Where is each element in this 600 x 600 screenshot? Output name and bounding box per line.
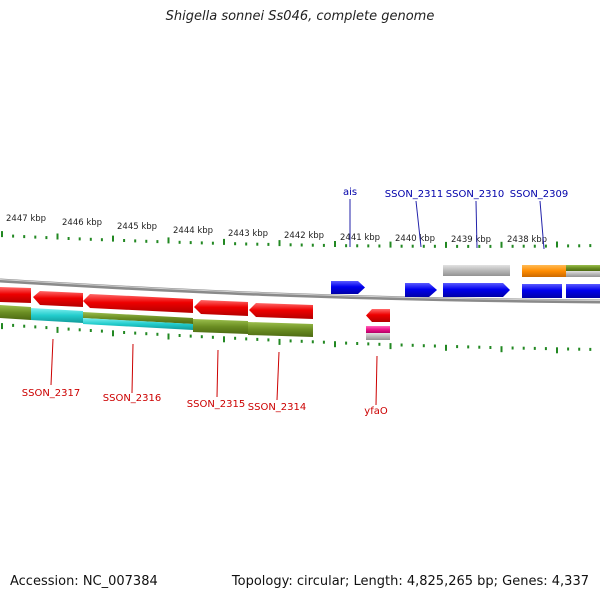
gene-label[interactable]: SSON_2315 <box>187 399 246 410</box>
genome-summary-text: Topology: circular; Length: 4,825,265 bp… <box>231 574 589 589</box>
genome-backbone-highlight <box>0 279 600 301</box>
outer-scale-ticks <box>1 231 592 248</box>
gene-yfaO[interactable] <box>366 309 390 322</box>
gene-label[interactable]: SSON_2310 <box>446 189 505 200</box>
scale-label: 2439 kbp <box>451 235 491 245</box>
scale-label: 2443 kbp <box>228 229 268 239</box>
gene-forward-right-edge[interactable] <box>566 284 600 298</box>
gene-label[interactable]: SSON_2309 <box>510 189 569 200</box>
gene-SSON_2310[interactable] <box>443 283 510 297</box>
scale-label: 2444 kbp <box>173 226 213 236</box>
olive-feature-band <box>0 305 31 320</box>
olive-feature-band <box>193 319 248 334</box>
scale-label: 2447 kbp <box>6 214 46 224</box>
cyan-feature-band <box>31 308 83 323</box>
inner-scale-ticks <box>1 323 592 354</box>
gene-reverse-left-edge[interactable] <box>0 287 31 303</box>
top-leader-lines <box>349 199 545 250</box>
gene-label[interactable]: SSON_2314 <box>248 402 307 413</box>
gene-SSON_2309[interactable] <box>522 284 562 298</box>
scale-label: 2438 kbp <box>507 235 547 245</box>
top-gene-labels: ais SSON_2311 SSON_2310 SSON_2309 <box>343 187 568 200</box>
magenta-feature-band <box>366 326 390 333</box>
scale-label: 2440 kbp <box>395 234 435 244</box>
bottom-gene-labels: SSON_2317 SSON_2316 SSON_2315 SSON_2314 … <box>22 388 388 417</box>
olive-feature-band <box>83 312 193 324</box>
gene-ais[interactable] <box>331 281 365 294</box>
bottom-leader-lines <box>50 338 378 406</box>
scale-label: 2442 kbp <box>284 231 324 241</box>
olive-feature-band <box>248 322 313 337</box>
gray-feature-band <box>566 271 600 277</box>
map-title: Shigella sonnei Ss046, complete genome <box>165 9 435 24</box>
scale-label: 2445 kbp <box>117 222 157 232</box>
gene-SSON_2316[interactable] <box>83 294 193 313</box>
gray-feature-band <box>366 333 390 340</box>
scale-label: 2441 kbp <box>340 233 380 243</box>
genome-backbone <box>0 278 600 304</box>
gene-label[interactable]: SSON_2317 <box>22 388 81 399</box>
scale-labels: 2447 kbp 2446 kbp 2445 kbp 2444 kbp 2443… <box>6 214 547 245</box>
gene-SSON_2317[interactable] <box>33 291 83 307</box>
gene-label[interactable]: yfaO <box>364 406 388 417</box>
gene-SSON_2315[interactable] <box>194 300 248 316</box>
olive-feature-band <box>566 265 600 271</box>
accession-text: Accession: NC_007384 <box>10 574 158 589</box>
gene-label[interactable]: ais <box>343 187 357 198</box>
scale-label: 2446 kbp <box>62 218 102 228</box>
gene-SSON_2314[interactable] <box>249 303 313 319</box>
cyan-feature-band <box>83 318 193 330</box>
orange-feature-band <box>522 265 566 277</box>
gene-SSON_2311[interactable] <box>405 283 437 297</box>
gene-label[interactable]: SSON_2316 <box>103 393 162 404</box>
gray-feature-band <box>443 265 510 276</box>
gene-label[interactable]: SSON_2311 <box>385 189 444 200</box>
